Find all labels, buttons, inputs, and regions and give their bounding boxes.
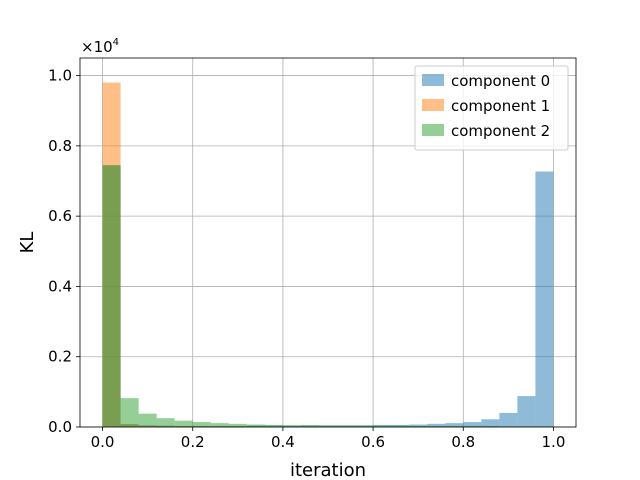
- legend-label-0: component 0: [451, 72, 550, 90]
- bar-series0-bin24: [535, 171, 554, 427]
- bar-series2-bin1: [120, 398, 139, 427]
- bar-series0-bin19: [445, 423, 464, 427]
- bar-series2-bin3: [156, 418, 175, 427]
- y-multiplier-base: ×10: [81, 38, 113, 56]
- bar-series2-bin14: [355, 425, 374, 427]
- bar-series2-bin11: [300, 425, 319, 427]
- bar-series2-bin5: [192, 422, 211, 427]
- bar-series2-bin9: [264, 424, 283, 427]
- y-tick-label-5: 1.0: [48, 67, 72, 85]
- bar-series2-bin17: [409, 425, 428, 427]
- bar-series0-bin18: [427, 423, 446, 427]
- bar-series2-bin21: [481, 425, 500, 427]
- y-axis-label: KL: [17, 232, 38, 254]
- legend-box: [414, 65, 569, 151]
- bar-series2-bin0: [102, 165, 121, 427]
- bar-series0-bin17: [409, 424, 428, 427]
- legend: component 0 component 1 component 2: [414, 65, 569, 151]
- x-axis-label: iteration: [290, 460, 366, 480]
- y-multiplier-exponent: 4: [113, 37, 119, 48]
- plot-area: [79, 57, 577, 428]
- x-tick-label-5: 1.0: [542, 433, 566, 451]
- legend-swatch-0: [422, 74, 444, 86]
- bar-series2-bin12: [318, 425, 338, 427]
- bar-series0-bin21: [481, 419, 500, 427]
- bar-series2-bin4: [174, 420, 193, 427]
- x-tick-label-2: 0.4: [271, 433, 295, 451]
- legend-label-2: component 2: [451, 122, 550, 140]
- x-tick-label-1: 0.2: [181, 433, 205, 451]
- y-tick-label-1: 0.2: [48, 348, 72, 366]
- y-tick-label-4: 0.8: [48, 137, 72, 155]
- x-axis: 0.0 0.2 0.4 0.6 0.8 1.0: [91, 427, 566, 451]
- bar-series2-bin13: [337, 425, 356, 427]
- bar-series0-bin23: [517, 396, 536, 427]
- y-tick-label-2: 0.4: [48, 277, 72, 295]
- bar-series2-bin18: [427, 425, 446, 427]
- y-axis-multiplier: ×104: [81, 37, 119, 56]
- x-tick-label-3: 0.6: [361, 433, 385, 451]
- bar-series2-bin19: [445, 425, 464, 427]
- x-tick-label-4: 0.8: [451, 433, 475, 451]
- bar-series2-bin6: [210, 423, 229, 427]
- histogram-bars: [102, 82, 554, 427]
- y-tick-label-0: 0.0: [48, 418, 72, 436]
- bar-series2-bin8: [246, 424, 265, 427]
- legend-swatch-2: [422, 124, 444, 136]
- y-axis: 0.0 0.2 0.4 0.6 0.8 1.0: [48, 67, 80, 436]
- bar-series2-bin16: [391, 425, 410, 427]
- legend-label-1: component 1: [451, 97, 550, 115]
- legend-swatch-1: [422, 99, 444, 111]
- bar-series2-bin15: [373, 425, 392, 427]
- bar-series2-bin20: [463, 425, 482, 427]
- y-tick-label-3: 0.6: [48, 207, 72, 225]
- bar-series0-bin22: [499, 412, 518, 427]
- bar-series2-bin2: [138, 413, 157, 427]
- bar-series2-bin7: [228, 423, 247, 427]
- bar-series0-bin20: [463, 422, 482, 427]
- x-tick-label-0: 0.0: [91, 433, 115, 451]
- bar-series2-bin10: [282, 425, 301, 427]
